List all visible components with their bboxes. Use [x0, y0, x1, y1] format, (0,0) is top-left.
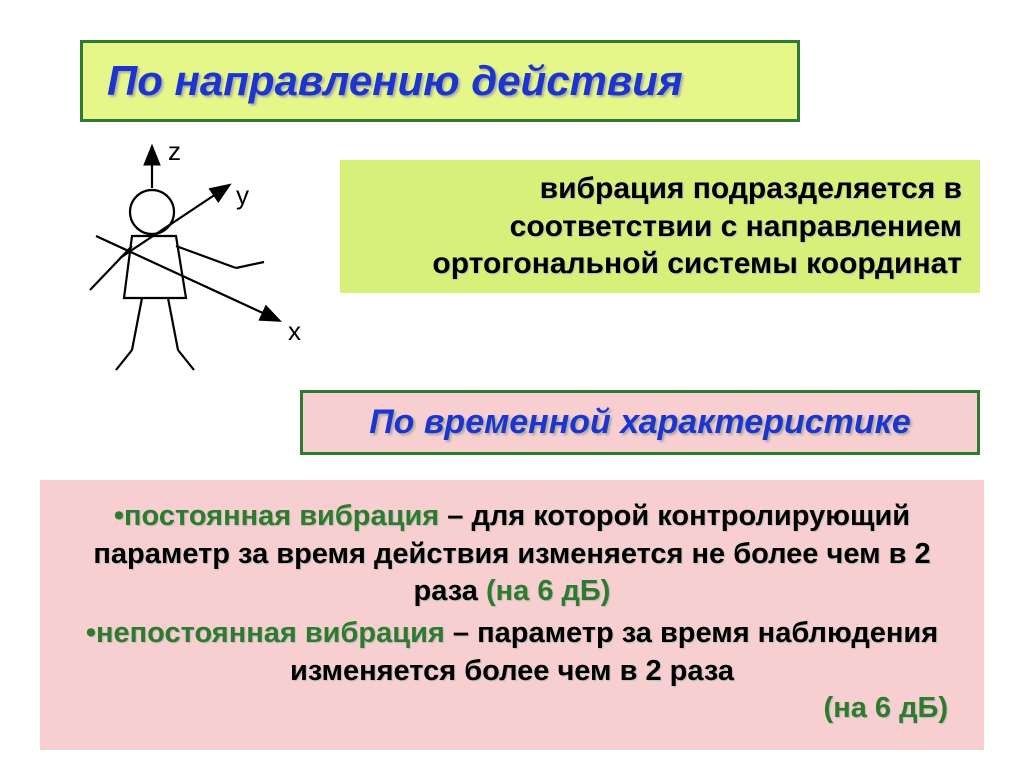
title-box: По направлению действия [80, 40, 800, 122]
body-box: •постоянная вибрация – для которой контр… [40, 480, 984, 750]
x-axis-arrow [96, 236, 278, 320]
figure-leg-right-1 [168, 298, 178, 350]
figure-area: z y x [60, 140, 320, 380]
subtitle-text: По временной характеристике [369, 403, 911, 441]
figure-arm-right-2 [236, 262, 264, 268]
hl-2: (на 6 дБ) [824, 692, 948, 724]
axis-y-label: y [236, 180, 249, 211]
term-1: постоянная вибрация [124, 500, 439, 532]
stick-figure-svg [60, 140, 320, 380]
bullet-2: • [86, 617, 96, 649]
hl-1: (на 6 дБ) [486, 575, 610, 607]
title-text: По направлению действия [107, 57, 683, 104]
body-para-2: •непостоянная вибрация – параметр за вре… [64, 615, 960, 690]
axis-x-label: x [288, 316, 301, 347]
body-para-1: •постоянная вибрация – для которой контр… [64, 498, 960, 611]
figure-leg-left-2 [116, 350, 132, 370]
bullet-1: • [114, 500, 124, 532]
description-box: вибрация подразделяется в соответствии с… [340, 160, 980, 293]
axis-z-label: z [168, 136, 181, 167]
figure-leg-left-1 [132, 298, 142, 350]
figure-leg-right-2 [178, 350, 194, 370]
figure-arm-right-1 [176, 246, 236, 268]
description-text: вибрация подразделяется в соответствии с… [432, 172, 962, 280]
subtitle-box: По временной характеристике [300, 390, 980, 455]
term-2: непостоянная вибрация [96, 617, 445, 649]
hl-2-line: (на 6 дБ) [64, 690, 960, 728]
